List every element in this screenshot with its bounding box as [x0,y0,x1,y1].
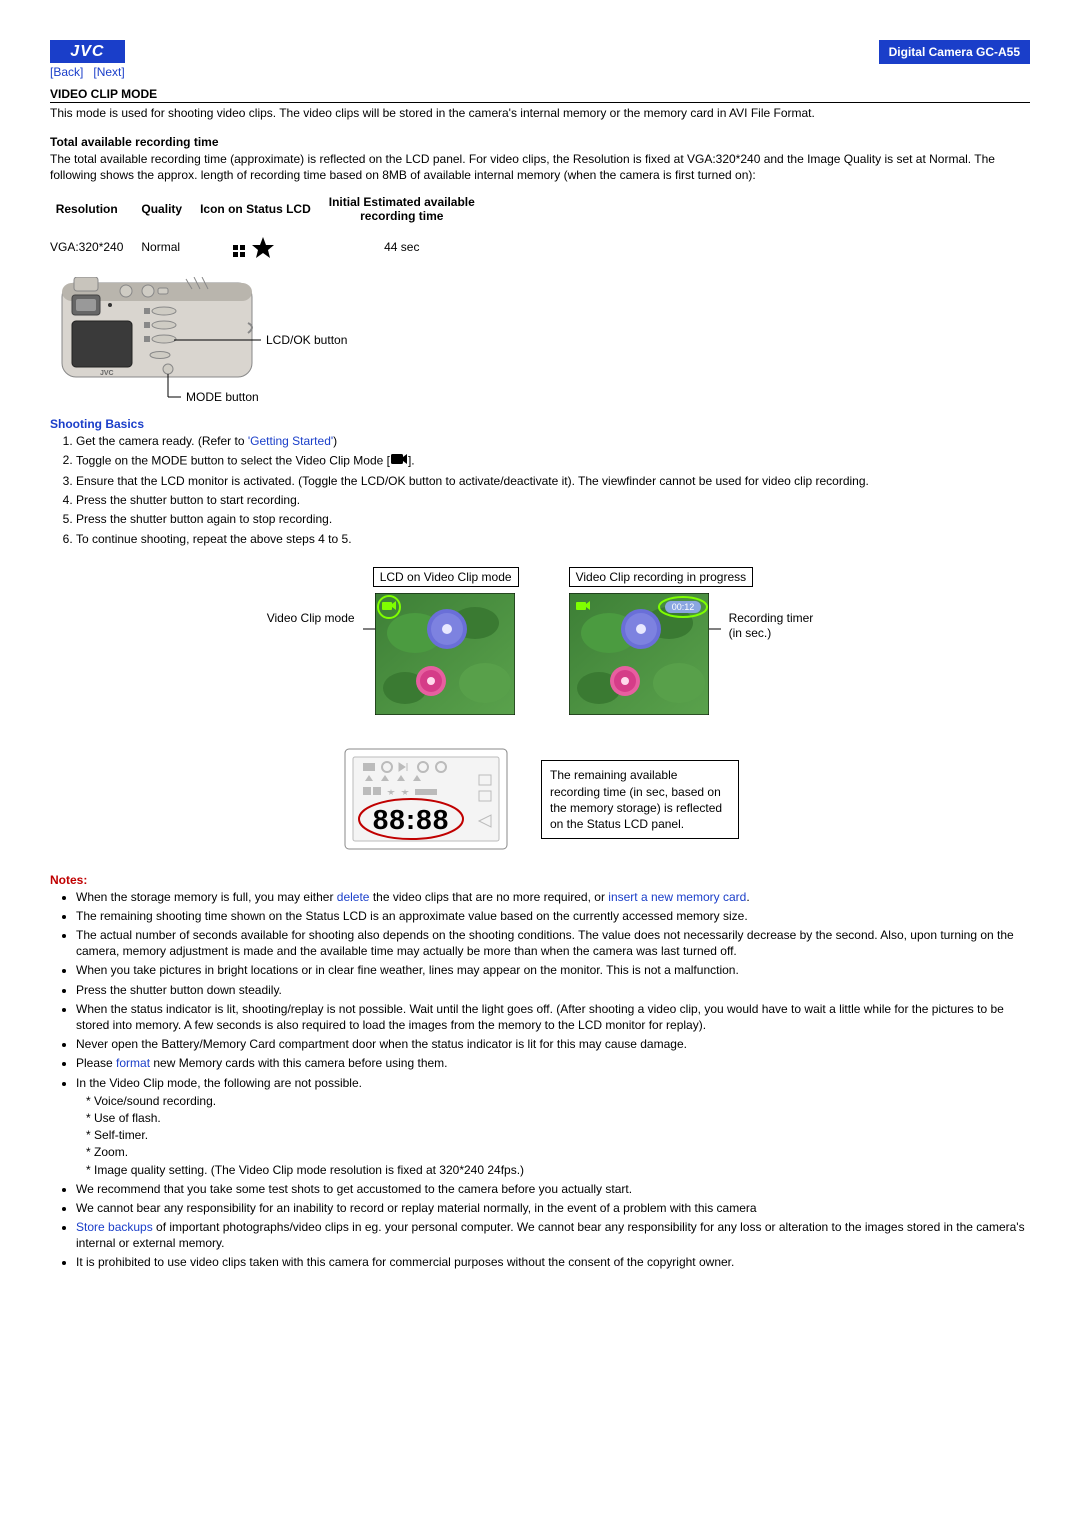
lcd-rec-screenshot: 00:12 [569,593,709,715]
page-title: VIDEO CLIP MODE [50,87,1030,103]
recording-time-body: The total available recording time (appr… [50,151,1030,183]
format-link[interactable]: format [116,1056,150,1070]
list-item: When you take pictures in bright locatio… [76,962,1030,978]
model-badge: Digital Camera GC-A55 [879,40,1030,64]
th-time: Initial Estimated available recording ti… [329,192,493,229]
td-icon [200,229,329,265]
svg-text:JVC: JVC [100,370,114,377]
annot-video-clip-mode: Video Clip mode [267,593,363,627]
td-resolution: VGA:320*240 [50,229,141,265]
td-time: 44 sec [329,229,493,265]
delete-link[interactable]: delete [337,890,370,904]
status-lcd-caption: The remaining available recording time (… [541,760,739,839]
brand-logo: JVC [50,40,125,63]
intro-text: This mode is used for shooting video cli… [50,105,1030,121]
list-item: Press the shutter button to start record… [76,492,1030,508]
store-backups-link[interactable]: Store backups [76,1220,153,1234]
svg-text:MODE button: MODE button [186,390,259,404]
list-item: Get the camera ready. (Refer to 'Getting… [76,433,1030,449]
list-item: Ensure that the LCD monitor is activated… [76,473,1030,489]
list-item: In the Video Clip mode, the following ar… [76,1075,1030,1178]
insert-card-link[interactable]: insert a new memory card [608,890,746,904]
list-item: Store backups of important photographs/v… [76,1219,1030,1251]
list-item: When the status indicator is lit, shooti… [76,1001,1030,1033]
notes-head: Notes: [50,873,1030,887]
video-clip-mode-icon [390,452,408,470]
shooting-basics-head: Shooting Basics [50,417,1030,431]
list-item: We recommend that you take some test sho… [76,1181,1030,1197]
status-lcd-diagram: 88:88 [341,745,511,855]
svg-text:88:88: 88:88 [373,804,450,835]
td-quality: Normal [141,229,200,265]
subhead-recording-time: Total available recording time [50,135,1030,149]
th-icon: Icon on Status LCD [200,192,329,229]
camera-diagram: JVC LCD/OK button MODE button [56,277,1030,407]
notes-list: When the storage memory is full, you may… [50,889,1030,1271]
lcd-idle-label: LCD on Video Clip mode [373,567,519,587]
svg-text:00:12: 00:12 [671,602,694,612]
list-item: The remaining shooting time shown on the… [76,908,1030,924]
annot-rec-timer-2: (in sec.) [729,626,814,642]
lcd-rec-label: Video Clip recording in progress [569,567,754,587]
annot-rec-timer-1: Recording timer [729,611,814,627]
lcd-idle-screenshot [375,593,515,715]
list-item: To continue shooting, repeat the above s… [76,531,1030,547]
th-quality: Quality [141,192,200,229]
list-item: Press the shutter button again to stop r… [76,511,1030,527]
list-item: It is prohibited to use video clips take… [76,1254,1030,1270]
list-item: Press the shutter button down steadily. [76,982,1030,998]
list-item: The actual number of seconds available f… [76,927,1030,959]
list-item: Never open the Battery/Memory Card compa… [76,1036,1030,1052]
shooting-steps: Get the camera ready. (Refer to 'Getting… [50,433,1030,547]
next-link[interactable]: [Next] [93,65,124,79]
not-possible-sublist: * Voice/sound recording. * Use of flash.… [86,1093,1030,1178]
list-item: Toggle on the MODE button to select the … [76,452,1030,470]
spec-table: Resolution Quality Icon on Status LCD In… [50,192,493,265]
svg-text:LCD/OK button: LCD/OK button [266,333,347,347]
back-link[interactable]: [Back] [50,65,83,79]
list-item: Please format new Memory cards with this… [76,1055,1030,1071]
resolution-quality-icon [231,235,279,259]
list-item: When the storage memory is full, you may… [76,889,1030,905]
th-resolution: Resolution [50,192,141,229]
getting-started-link[interactable]: 'Getting Started' [248,434,333,448]
list-item: We cannot bear any responsibility for an… [76,1200,1030,1216]
